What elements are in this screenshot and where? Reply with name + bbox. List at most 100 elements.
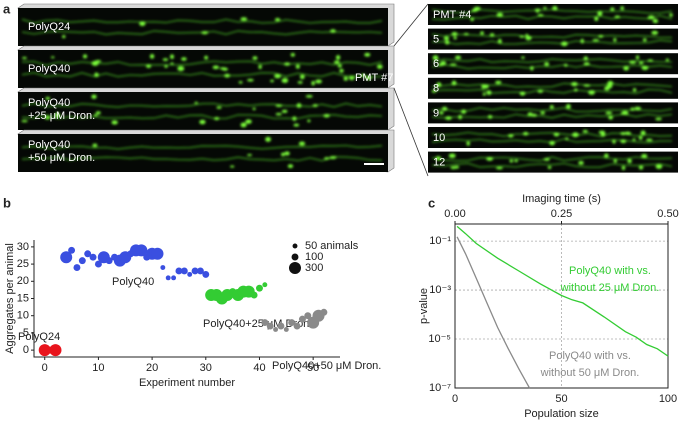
aggregate [451,31,458,37]
bubble [250,291,258,299]
aggregate [639,61,644,65]
aggregate [600,132,606,137]
image-label: 5 [433,34,439,46]
aggregate [274,18,281,22]
aggregate [523,131,529,136]
aggregate [439,111,444,115]
y-tick-label: 15 [17,292,29,304]
image-label: 6 [433,58,439,70]
aggregate [45,96,50,100]
aggregate [543,158,550,161]
neurite [431,14,673,21]
aggregate [214,116,220,121]
image-label-line: PolyQ24 [28,21,70,33]
neurite [431,162,673,168]
aggregate [62,34,66,39]
aggregate [620,131,626,136]
aggregate [224,73,230,78]
neurite [21,144,383,150]
x2-axis-label: Imaging time (s) [522,193,601,205]
aggregate [275,112,282,116]
fluorescence [431,104,673,121]
series-label-line: PolyQ40 with vs. [549,350,631,362]
fluorescence [431,80,673,96]
callout-line [393,87,429,177]
aggregate [583,62,590,66]
aggregate [450,166,457,170]
aggregate [525,35,532,41]
aggregate [480,31,484,35]
aggregate [284,62,291,66]
aggregate [95,111,101,115]
bubble [94,260,102,268]
neurite [21,102,383,108]
x-tick-label: 0 [42,362,48,374]
neurite [431,8,673,14]
aggregate [634,106,642,110]
fluorescence [21,94,383,128]
aggregate [94,72,99,76]
aggregate [230,165,235,168]
aggregate [641,153,648,158]
bubble [105,257,113,265]
image-label: 12 [433,157,445,169]
aggregate [620,139,627,144]
series-label: PolyQ40+25 μM Dron. [203,318,312,330]
bubble [165,275,171,281]
aggregate [431,90,437,93]
y-tick-label: 10⁻³ [429,284,451,296]
image-background [428,53,678,75]
aggregate [471,8,478,12]
image-label: PMT #4 [433,9,471,21]
bubble [84,250,92,258]
image-background [428,77,678,99]
image-background [18,50,388,88]
aggregate [199,119,206,125]
aggregate [519,91,526,96]
aggregate [566,104,571,109]
bubble [187,271,193,277]
bubble [262,282,268,288]
aggregate [212,65,220,70]
x2-tick-label: 0.50 [657,208,678,220]
aggregate [330,29,336,33]
bubble [320,308,328,316]
aggregate [514,159,518,163]
aggregate [642,38,647,42]
aggregate [466,141,470,146]
aggregate [525,33,529,37]
y-tick-label: 25 [17,258,29,270]
aggregate [537,90,544,93]
neurite [431,131,673,138]
aggregate [238,81,243,84]
aggregate [281,152,285,157]
aggregate [376,64,383,69]
aggregate [461,109,467,114]
neurite [21,71,383,78]
aggregate [534,8,541,11]
x-tick-label: 10 [92,362,104,374]
aggregate [521,56,525,59]
aggregate [580,38,584,44]
aggregate [453,36,457,40]
x2-tick-label: 0.00 [444,208,465,220]
aggregate [170,54,174,60]
aggregate [655,117,662,121]
line [456,236,531,389]
y-tick-label: 20 [17,275,29,287]
aggregate [329,156,337,160]
aggregate [312,104,318,107]
aggregate [240,122,247,128]
aggregate [293,123,300,127]
aggregate [610,7,615,11]
aggregate [527,112,533,116]
aggregate [22,56,27,59]
image-label: 8 [433,83,439,95]
x-tick-label: 50 [307,362,319,374]
y-tick-label: 10⁻¹ [429,235,451,247]
aggregate [544,62,550,66]
aggregate [553,132,560,137]
image-background [428,127,678,148]
x-tick-label: 50 [555,393,567,405]
